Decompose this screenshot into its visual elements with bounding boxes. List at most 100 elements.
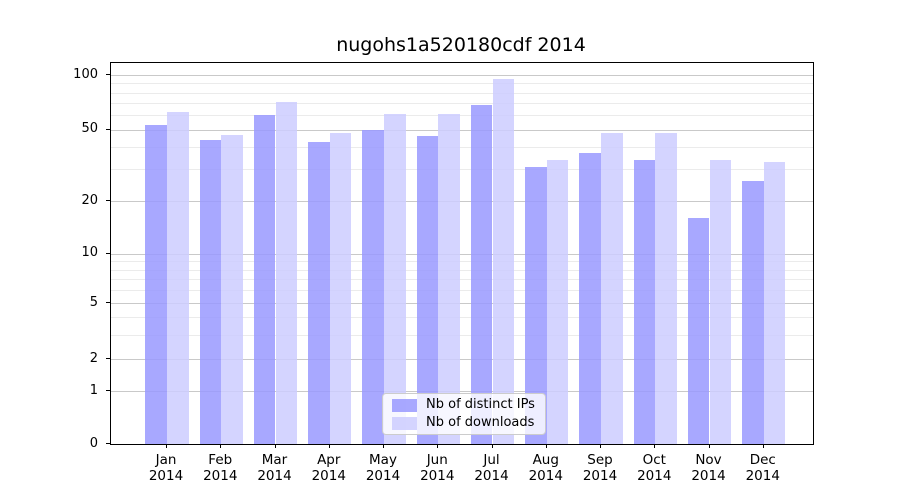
x-tick-label-dec: Dec 2014: [735, 452, 791, 484]
y-tick-label-2: 2: [89, 350, 98, 366]
bar-distinct-ips-mar: [253, 115, 276, 444]
gridline-minor-70: [111, 103, 813, 105]
x-tick-aug: [545, 444, 547, 448]
x-tick-label-jun: Jun 2014: [409, 452, 465, 484]
gridline-minor-90: [111, 83, 813, 85]
x-tick-label-aug: Aug 2014: [518, 452, 574, 484]
x-tick-jun: [437, 444, 439, 448]
x-tick-label-year: 2014: [582, 468, 618, 484]
x-tick-label-year: 2014: [365, 468, 401, 484]
y-tick-100: [106, 74, 110, 75]
x-tick-label-month: Dec: [749, 452, 776, 468]
x-tick-label-year: 2014: [257, 468, 292, 484]
x-tick-label-may: May 2014: [355, 452, 411, 484]
gridline-minor-30: [111, 169, 813, 171]
x-tick-label-month: May: [369, 452, 397, 468]
gridline-major-5: [111, 303, 813, 305]
gridline-minor-60: [111, 115, 813, 117]
x-tick-label-year: 2014: [311, 468, 346, 484]
gridline-major-100: [111, 75, 813, 76]
y-tick-1: [106, 390, 110, 391]
gridline-minor-9: [111, 261, 813, 263]
bar-downloads-may: [384, 114, 406, 444]
legend-label-distinct-ips: Nb of distinct IPs: [426, 397, 535, 412]
x-tick-label-year: 2014: [528, 468, 563, 484]
x-tick-label-month: Jun: [426, 452, 448, 468]
x-tick-label-month: Apr: [317, 452, 341, 468]
y-tick-10: [106, 252, 110, 254]
x-tick-label-mar: Mar 2014: [247, 452, 303, 484]
x-tick-label-year: 2014: [420, 468, 455, 484]
bar-distinct-ips-jul: [470, 105, 493, 444]
gridline-major-50: [111, 129, 813, 131]
y-tick-50: [106, 128, 110, 130]
gridline-minor-3: [111, 334, 813, 336]
x-tick-may: [383, 444, 384, 448]
bar-distinct-ips-oct: [633, 159, 656, 444]
bar-downloads-oct: [655, 132, 677, 444]
x-tick-sep: [600, 444, 601, 448]
bar-downloads-sep: [601, 132, 623, 444]
gridline-major-20: [111, 201, 813, 202]
legend: Nb of distinct IPs Nb of downloads: [382, 393, 546, 435]
legend-entry-downloads: Nb of downloads: [392, 416, 539, 430]
bar-distinct-ips-sep: [579, 153, 601, 444]
x-tick-label-nov: Nov 2014: [681, 452, 737, 484]
bar-distinct-ips-feb: [199, 139, 222, 444]
x-tick-apr: [328, 444, 330, 448]
y-tick-0: [106, 443, 110, 444]
gridline-minor-8: [111, 269, 813, 271]
x-tick-oct: [654, 444, 656, 448]
x-tick-label-year: 2014: [637, 468, 672, 484]
y-tick-label-1: 1: [89, 382, 98, 398]
y-tick-label-0: 0: [89, 435, 98, 451]
x-tick-label-month: Sep: [587, 452, 613, 468]
x-tick-label-month: Oct: [642, 452, 666, 468]
bar-distinct-ips-may: [362, 129, 384, 444]
bar-downloads-aug: [546, 159, 569, 444]
x-tick-label-jul: Jul 2014: [464, 452, 520, 484]
x-tick-label-apr: Apr 2014: [301, 452, 357, 484]
y-tick-label-10: 10: [81, 245, 98, 261]
y-tick-label-50: 50: [81, 121, 98, 137]
bar-downloads-apr: [329, 132, 352, 444]
gridline-major-2: [111, 359, 813, 361]
bar-downloads-jul: [492, 79, 515, 444]
chart-title: nugohs1a520180cdf 2014: [336, 34, 586, 56]
bar-distinct-ips-jun: [416, 136, 439, 444]
gridline-minor-7: [111, 279, 813, 281]
x-tick-jul: [491, 444, 493, 448]
x-tick-label-jan: Jan 2014: [138, 452, 194, 484]
x-tick-label-year: 2014: [745, 468, 780, 484]
legend-label-downloads: Nb of downloads: [426, 415, 535, 430]
gridline-minor-80: [111, 92, 813, 94]
x-tick-label-year: 2014: [203, 468, 238, 484]
gridline-minor-4: [111, 316, 813, 318]
x-tick-label-month: Jul: [483, 452, 500, 468]
bar-distinct-ips-jan: [145, 125, 167, 444]
x-tick-label-month: Mar: [261, 452, 288, 468]
x-tick-label-oct: Oct 2014: [626, 452, 682, 484]
bar-distinct-ips-apr: [308, 141, 330, 444]
legend-entry-distinct-ips: Nb of distinct IPs: [392, 398, 539, 412]
bar-downloads-jun: [438, 114, 460, 444]
y-tick-label-20: 20: [81, 192, 98, 208]
x-tick-nov: [708, 444, 710, 448]
bar-distinct-ips-aug: [525, 166, 547, 444]
bar-downloads-dec: [763, 162, 786, 444]
x-tick-label-year: 2014: [474, 468, 509, 484]
x-tick-label-year: 2014: [691, 468, 726, 484]
x-tick-label-feb: Feb 2014: [192, 452, 248, 484]
x-tick-mar: [274, 444, 276, 448]
x-tick-label-month: Feb: [208, 452, 233, 468]
y-tick-label-100: 100: [73, 66, 98, 82]
gridline-minor-6: [111, 290, 813, 292]
y-tick-20: [106, 200, 110, 201]
x-tick-label-sep: Sep 2014: [572, 452, 628, 484]
legend-swatch-downloads: [392, 416, 417, 430]
plot-area: Nb of distinct IPs Nb of downloads: [110, 62, 814, 445]
x-tick-dec: [762, 444, 764, 448]
x-tick-label-month: Jan: [155, 452, 177, 468]
x-tick-label-month: Aug: [532, 452, 559, 468]
